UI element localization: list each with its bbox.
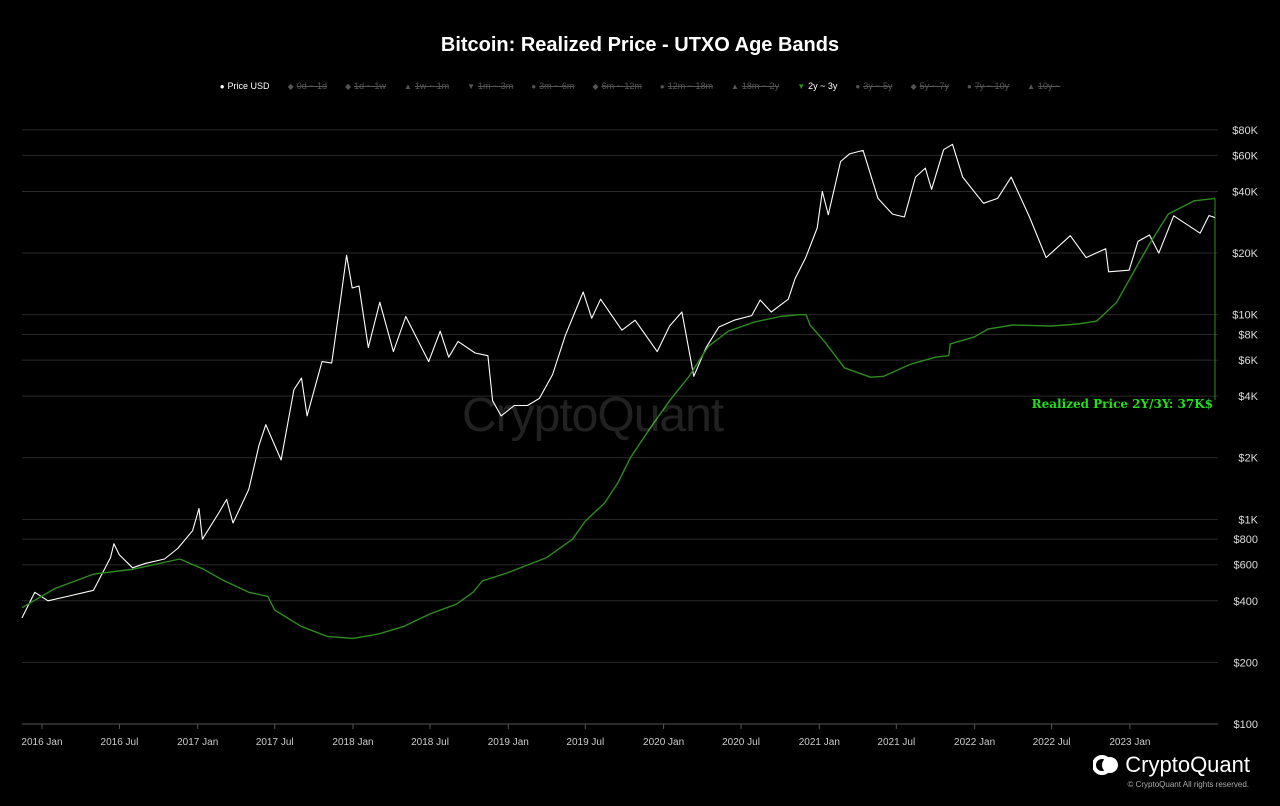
legend: ● Price USD ◆ 0d ~ 1d ◆ 1d ~ 1w ▲ 1w ~ 1m ▼ 1m ~ … xyxy=(0,81,1280,91)
legend-item[interactable]: ● 7y ~ 10y xyxy=(967,81,1009,91)
y-tick-label: $100 xyxy=(1234,719,1258,731)
y-tick-label: $800 xyxy=(1234,534,1258,546)
y-tick-label: $60K xyxy=(1232,150,1258,162)
legend-marker-icon: ● xyxy=(219,81,225,91)
x-tick-label: 2021 Jul xyxy=(877,737,915,748)
legend-item[interactable]: ● Price USD xyxy=(220,81,270,91)
copyright: © CryptoQuant All rights reserved. xyxy=(1127,780,1250,789)
legend-label: 12m ~ 18m xyxy=(667,81,713,91)
legend-marker-icon: ▼ xyxy=(467,81,476,91)
legend-label: 1d ~ 1w xyxy=(354,81,386,91)
x-tick-label: 2016 Jul xyxy=(101,737,139,748)
y-tick-label: $400 xyxy=(1234,596,1258,608)
series-line-2y-3y xyxy=(21,197,1216,640)
legend-item[interactable]: ◆ 5y ~ 7y xyxy=(911,81,949,91)
y-tick-label: $10K xyxy=(1232,310,1258,322)
x-tick-label: 2019 Jan xyxy=(488,737,529,748)
legend-item[interactable]: ◆ 0d ~ 1d xyxy=(288,81,327,91)
series-lines xyxy=(21,143,1216,640)
y-tick-label: $6K xyxy=(1238,355,1258,367)
legend-marker-icon: ● xyxy=(855,81,861,91)
legend-label: 5y ~ 7y xyxy=(919,81,949,91)
y-tick-label: $200 xyxy=(1234,657,1258,669)
x-tick-label: 2016 Jan xyxy=(21,737,62,748)
legend-item[interactable]: ▼ 2y ~ 3y xyxy=(797,81,837,91)
legend-label: 6m ~ 12m xyxy=(601,81,642,91)
legend-marker-icon: ● xyxy=(659,81,665,91)
legend-marker-icon: ◆ xyxy=(345,81,352,91)
x-tick-label: 2017 Jan xyxy=(177,737,218,748)
x-tick-label: 2018 Jul xyxy=(411,737,449,748)
y-tick-label: $8K xyxy=(1238,330,1258,342)
watermark: CryptoQuant xyxy=(462,389,724,442)
legend-item[interactable]: ● 3y ~ 5y xyxy=(855,81,892,91)
legend-label: 7y ~ 10y xyxy=(974,81,1010,91)
brand-name: CryptoQuant xyxy=(1125,752,1250,777)
legend-marker-icon: ◆ xyxy=(910,81,917,91)
y-tick-label: $40K xyxy=(1232,186,1258,198)
legend-marker-icon: ▲ xyxy=(403,81,412,91)
legend-label: 3m ~ 6m xyxy=(539,81,575,91)
y-tick-label: $20K xyxy=(1232,248,1258,260)
y-tick-label: $4K xyxy=(1238,391,1258,403)
y-axis: $80K $60K $40K $20K $10K $8K $6K $4K $2K $1K $800 $… xyxy=(1232,125,1258,731)
x-tick-label: 2020 Jan xyxy=(643,737,684,748)
annotation: Realized Price 2Y/3Y: 37K$ xyxy=(1032,397,1213,411)
legend-item[interactable]: ▲ 10y ~ xyxy=(1027,81,1060,91)
legend-marker-icon: ▼ xyxy=(797,81,806,91)
legend-item[interactable]: ◆ 1d ~ 1w xyxy=(345,81,386,91)
y-tick-label: $2K xyxy=(1238,453,1258,465)
y-tick-label: $80K xyxy=(1232,125,1258,137)
x-tick-label: 2018 Jan xyxy=(332,737,373,748)
legend-label: 1m ~ 3m xyxy=(478,81,514,91)
legend-item[interactable]: ● 3m ~ 6m xyxy=(531,81,574,91)
legend-item[interactable]: ◆ 6m ~ 12m xyxy=(592,81,641,91)
legend-item[interactable]: ▲ 18m ~ 2y xyxy=(731,81,779,91)
legend-label: Price USD xyxy=(227,81,270,91)
legend-label: 3y ~ 5y xyxy=(863,81,893,91)
x-tick-label: 2022 Jul xyxy=(1033,737,1071,748)
cryptoquant-logo-icon xyxy=(1093,755,1119,775)
legend-marker-icon: ● xyxy=(531,81,537,91)
y-tick-label: $1K xyxy=(1238,514,1258,526)
annotation-label: Realized Price 2Y/3Y: 37K$ xyxy=(1032,397,1213,411)
x-tick-label: 2017 Jul xyxy=(256,737,294,748)
x-tick-label: 2023 Jan xyxy=(1109,737,1150,748)
series-line-price-usd xyxy=(21,143,1216,619)
legend-item[interactable]: ▲ 1w ~ 1m xyxy=(404,81,449,91)
y-tick-label: $600 xyxy=(1234,560,1258,572)
legend-label: 18m ~ 2y xyxy=(741,81,780,91)
brand-logo: CryptoQuant xyxy=(1093,752,1250,778)
legend-label: 0d ~ 1d xyxy=(296,81,327,91)
legend-label: 10y ~ xyxy=(1038,81,1061,91)
chart-title: Bitcoin: Realized Price - UTXO Age Bands xyxy=(440,34,840,56)
legend-marker-icon: ◆ xyxy=(287,81,294,91)
legend-marker-icon: ◆ xyxy=(592,81,599,91)
x-tick-label: 2020 Jul xyxy=(722,737,760,748)
x-tick-label: 2022 Jan xyxy=(954,737,995,748)
legend-marker-icon: ● xyxy=(966,81,972,91)
legend-label: 1w ~ 1m xyxy=(414,81,450,91)
x-axis: 2016 Jan 2016 Jul 2017 Jan 2017 Jul 2018 Jan… xyxy=(21,723,1218,748)
legend-marker-icon: ▲ xyxy=(1027,81,1035,91)
legend-label: 2y ~ 3y xyxy=(808,81,838,91)
gridlines xyxy=(22,129,1218,725)
legend-item[interactable]: ▼ 1m ~ 3m xyxy=(467,81,513,91)
legend-marker-icon: ▲ xyxy=(730,81,739,91)
legend-item[interactable]: ● 12m ~ 18m xyxy=(660,81,713,91)
x-tick-label: 2019 Jul xyxy=(566,737,604,748)
x-tick-label: 2021 Jan xyxy=(799,737,840,748)
